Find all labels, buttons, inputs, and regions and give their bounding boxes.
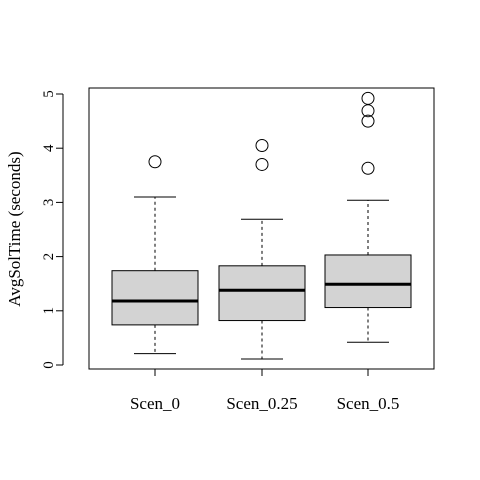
x-tick-label: Scen_0.25 [226,394,297,413]
x-axis: Scen_0 Scen_0.25 Scen_0.5 [130,368,400,413]
outlier-point [361,114,375,128]
y-tick-label: 4 [41,144,57,152]
y-tick-label: 0 [41,361,57,369]
x-tick-label: Scen_0.5 [337,394,400,413]
plot-layer [111,91,412,360]
y-axis: 0 1 2 3 4 5 [41,90,64,369]
iqr-box [111,270,199,326]
outlier-point [361,91,375,105]
outlier-point [255,157,269,171]
y-tick-label: 3 [41,199,57,207]
box-scen-0 [111,155,199,355]
iqr-box [218,265,306,322]
y-axis-label: AvgSolTime (seconds) [5,151,24,306]
x-tick-label: Scen_0 [130,394,180,413]
y-tick-label: 2 [41,253,57,261]
outlier-point [148,155,162,169]
y-tick-label: 5 [41,90,57,98]
y-tick-label: 1 [41,307,57,315]
iqr-box [324,254,412,309]
outlier-point [255,138,269,152]
outlier-point [361,161,375,175]
box-scen-0-5 [324,91,412,343]
box-scen-0-25 [218,138,306,360]
